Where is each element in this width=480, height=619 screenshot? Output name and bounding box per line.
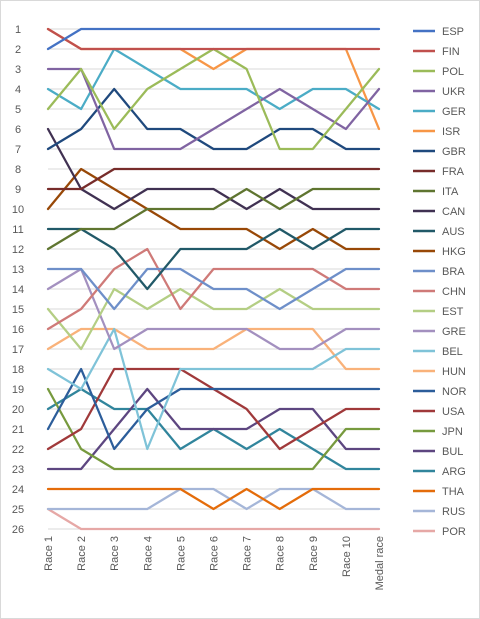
y-tick-label: 11 [12, 224, 23, 236]
legend-label: FRA [442, 166, 465, 178]
legend-label: HKG [442, 246, 466, 258]
x-tick-label: Race 6 [209, 536, 221, 571]
series-line-bel [46, 327, 381, 451]
y-tick-label: 3 [15, 64, 21, 76]
y-tick-label: 15 [12, 304, 24, 316]
series-line-ita [46, 187, 381, 251]
legend-label: GBR [442, 146, 466, 158]
legend-label: POR [442, 526, 466, 538]
x-tick-label: Race 4 [142, 536, 154, 571]
legend-label: POL [442, 66, 464, 78]
series-line-bra [46, 267, 381, 311]
legend-label: NOR [442, 386, 467, 398]
y-tick-label: 26 [12, 524, 24, 536]
legend-label: JPN [442, 426, 463, 438]
y-tick-label: 4 [15, 84, 21, 96]
legend-label: ITA [442, 186, 459, 198]
series-line-esp [46, 27, 381, 51]
legend-label: GER [442, 106, 466, 118]
x-tick-label: Race 5 [175, 536, 187, 571]
legend-label: CHN [442, 286, 466, 298]
legend-label: CAN [442, 206, 465, 218]
series-lines [46, 27, 381, 531]
legend-label: ARG [442, 466, 466, 478]
series-line-fra [46, 167, 381, 191]
y-tick-label: 10 [12, 204, 24, 216]
x-tick-label: Race 8 [275, 536, 287, 571]
y-tick-label: 19 [12, 384, 24, 396]
y-tick-label: 21 [12, 424, 24, 436]
x-tick-label: Race 10 [341, 536, 353, 577]
series-line-tha [46, 487, 381, 511]
y-tick-label: 22 [12, 444, 24, 456]
series-line-pol [46, 47, 381, 151]
series-line-hkg [46, 167, 381, 251]
legend-label: ISR [442, 126, 460, 138]
y-tick-label: 25 [12, 504, 24, 516]
legend-label: EST [442, 306, 464, 318]
legend-label: BRA [442, 266, 465, 278]
legend-label: GRE [442, 326, 466, 338]
y-tick-label: 18 [12, 364, 24, 376]
series-line-ger [46, 47, 381, 111]
y-tick-label: 6 [15, 124, 21, 136]
y-tick-label: 13 [12, 264, 24, 276]
x-tick-label: Race 3 [109, 536, 121, 571]
y-tick-label: 24 [12, 484, 24, 496]
y-tick-label: 14 [12, 284, 24, 296]
legend-label: BEL [442, 346, 463, 358]
legend: ESP FIN POL UKR GER ISR GBR FRA ITA CAN AUS HKG BRA C… [413, 26, 467, 538]
y-tick-label: 5 [15, 104, 21, 116]
y-tick-label: 1 [15, 24, 21, 36]
legend-label: BUL [442, 446, 463, 458]
series-line-rus [46, 487, 381, 511]
series-line-est [46, 287, 381, 351]
legend-label: USA [442, 406, 465, 418]
x-tick-label: Race 2 [76, 536, 88, 571]
x-tick-label: Race 9 [308, 536, 320, 571]
x-tick-label: Race 1 [43, 536, 55, 571]
legend-label: AUS [442, 226, 465, 238]
y-tick-label: 7 [15, 144, 21, 156]
y-tick-label: 20 [12, 404, 24, 416]
series-line-gre [46, 267, 381, 351]
legend-label: HUN [442, 366, 466, 378]
y-tick-label: 2 [15, 44, 21, 56]
series-line-nor [46, 367, 381, 451]
y-tick-label: 17 [12, 344, 24, 356]
legend-label: FIN [442, 46, 460, 58]
series-line-fin [46, 27, 381, 51]
series-line-jpn [46, 387, 381, 471]
legend-label: UKR [442, 86, 465, 98]
x-tick-label: Medal race [374, 536, 386, 590]
y-tick-label: 9 [15, 184, 21, 196]
series-line-por [46, 507, 381, 531]
y-axis-ticks: 1234567891011121314151617181920212223242… [12, 24, 24, 536]
y-tick-label: 8 [15, 164, 21, 176]
series-line-aus [46, 227, 381, 291]
series-line-chn [46, 247, 381, 331]
series-line-ukr [46, 67, 381, 151]
x-tick-label: Race 7 [242, 536, 254, 571]
legend-label: ESP [442, 26, 464, 38]
legend-label: RUS [442, 506, 465, 518]
legend-label: THA [442, 486, 465, 498]
x-axis-ticks: Race 1 Race 2 Race 3 Race 4 Race 5 Race 6 Race… [43, 536, 386, 590]
y-tick-label: 16 [12, 324, 24, 336]
y-tick-label: 23 [12, 464, 24, 476]
y-tick-label: 12 [12, 244, 24, 256]
series-line-can [46, 127, 381, 211]
